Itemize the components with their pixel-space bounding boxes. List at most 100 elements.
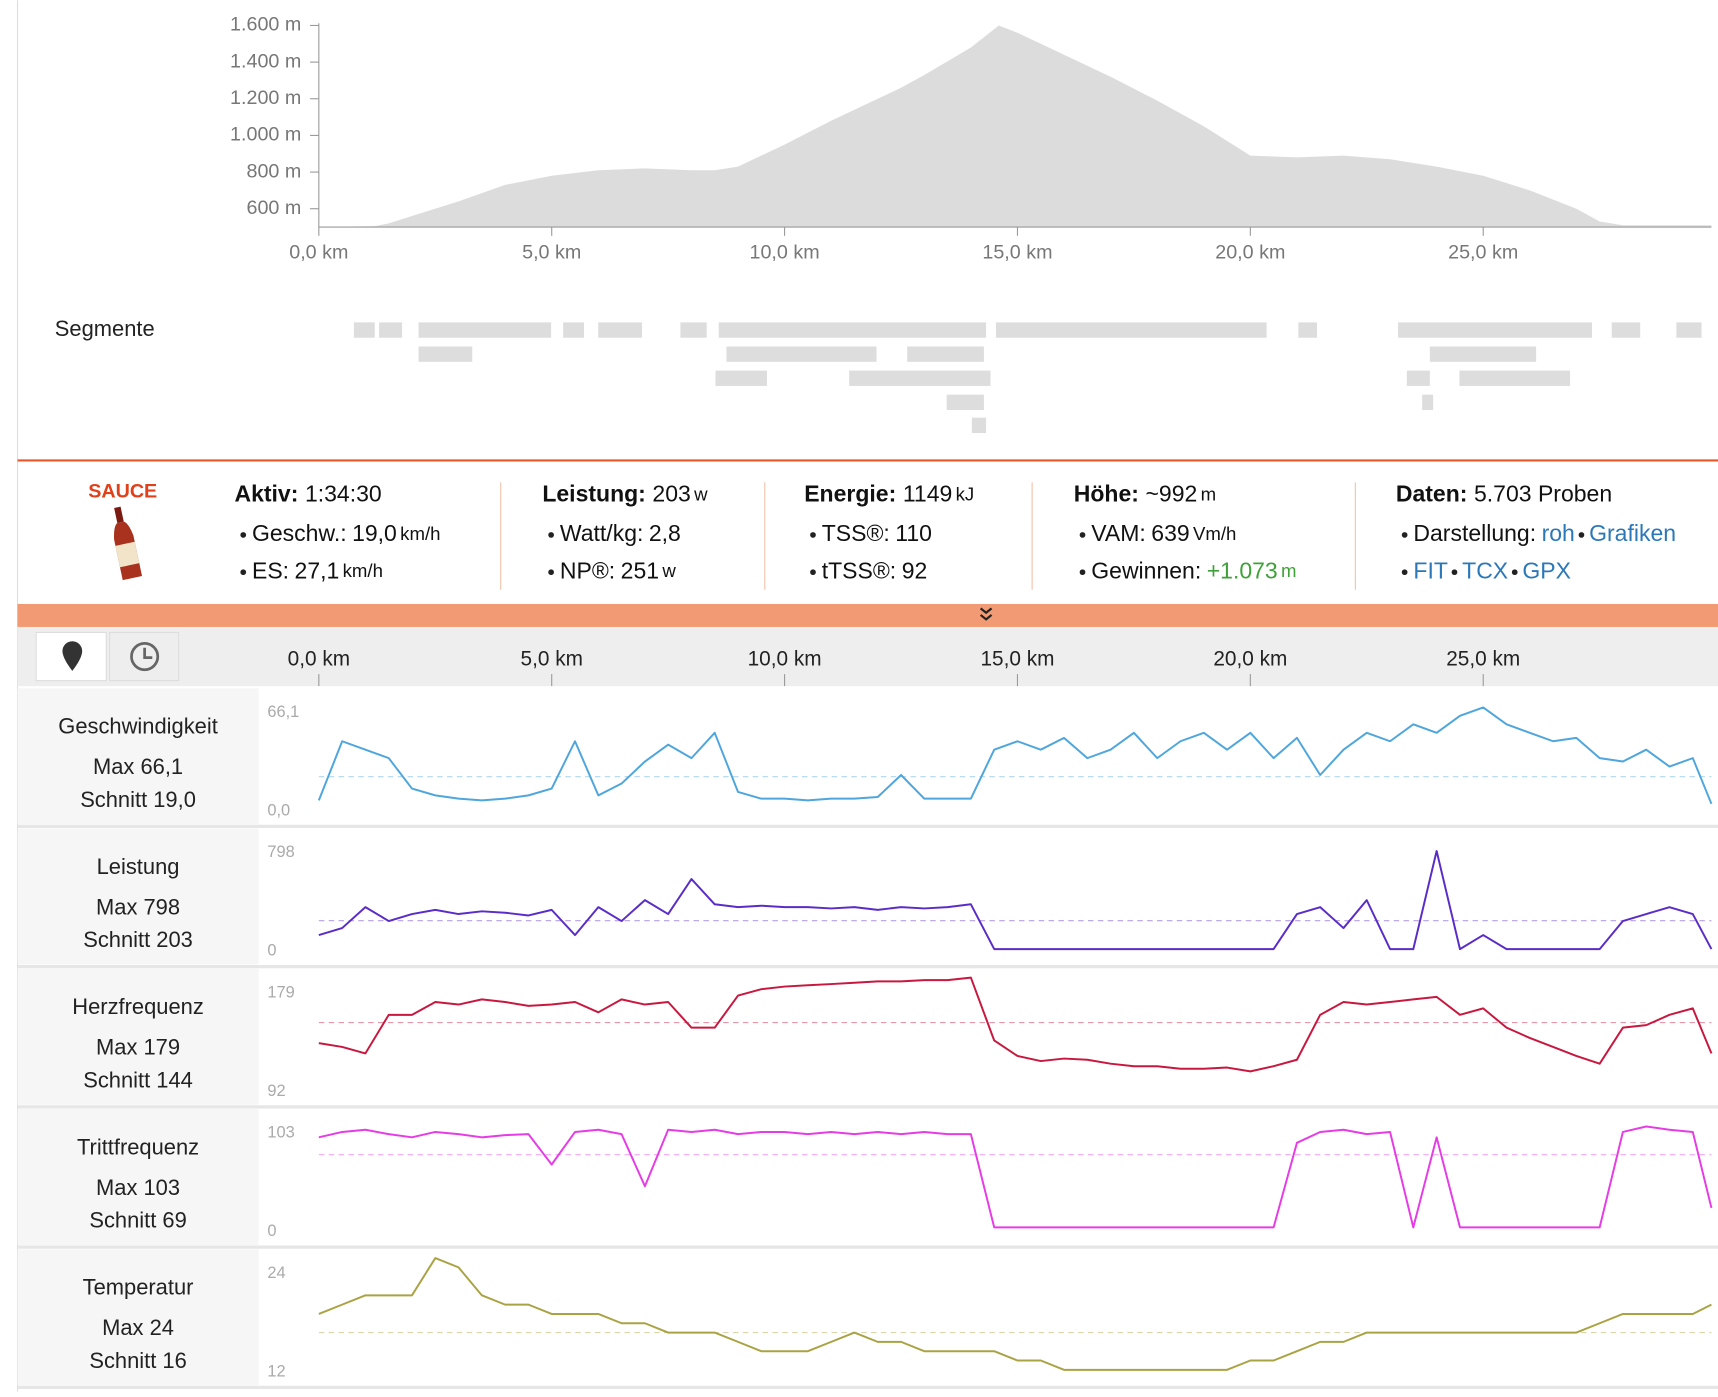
- stat-row-unit: Vm/h: [1193, 523, 1236, 544]
- stat-link: Grafiken: [1589, 520, 1676, 546]
- x-tick-label: 15,0 km: [980, 647, 1054, 670]
- series-line: [317, 706, 1713, 805]
- stat-row-unit: km/h: [400, 523, 440, 544]
- segment: [1298, 322, 1317, 338]
- pin-icon: [62, 641, 83, 671]
- x-tick-label: 0,0 km: [289, 242, 348, 264]
- stat-value: 1149: [903, 481, 952, 507]
- x-tick-label: 10,0 km: [748, 647, 822, 670]
- stat-row-label: ES:: [252, 557, 289, 583]
- panel-avg: Schnitt 203: [83, 927, 193, 952]
- segment: [849, 370, 991, 386]
- x-tick-label: 15,0 km: [982, 242, 1052, 264]
- y-tick-label: 0,0: [267, 801, 290, 819]
- segment: [907, 346, 984, 362]
- y-tick-label: 103: [267, 1124, 294, 1142]
- x-tick-label: 0,0 km: [288, 647, 350, 670]
- series-line: [318, 976, 1713, 1073]
- stat-link: TCX: [1462, 557, 1508, 583]
- segment: [971, 417, 987, 434]
- panel-max: Max 798: [96, 894, 180, 919]
- panel-max: Max 66,1: [93, 754, 183, 779]
- time-button[interactable]: [109, 631, 180, 682]
- panel-title: Herzfrequenz: [72, 994, 204, 1019]
- segment: [598, 322, 643, 338]
- segment: [1676, 322, 1702, 338]
- y-tick-label: 1.200 m: [230, 87, 301, 109]
- stat-value: ~992: [1145, 481, 1197, 507]
- stat-row-value: 110: [895, 520, 932, 546]
- y-tick-label: 92: [267, 1082, 285, 1100]
- y-tick-label: 798: [267, 843, 294, 861]
- stat-row-value: 27,1: [295, 557, 340, 583]
- panel-label-bg: [17, 688, 259, 825]
- bullet: [1511, 569, 1518, 576]
- stat-label: Höhe:: [1074, 481, 1139, 507]
- segment: [718, 322, 987, 338]
- stat-value: 203: [652, 481, 690, 507]
- stat-row-label: Geschw.:: [252, 520, 347, 546]
- panel-max: Max 179: [96, 1035, 180, 1060]
- stat-label: Aktiv:: [234, 481, 298, 507]
- y-tick-label: 1.400 m: [230, 50, 301, 72]
- stat-row-label: VAM:: [1091, 520, 1146, 546]
- bullet: [1578, 532, 1585, 538]
- stat-link: roh: [1542, 520, 1575, 546]
- bullet: [1401, 532, 1408, 538]
- panel-title: Temperatur: [83, 1275, 194, 1300]
- panel-avg: Schnitt 144: [83, 1067, 193, 1092]
- stat-unit: kJ: [956, 483, 975, 504]
- segment: [1406, 370, 1430, 386]
- segment: [418, 346, 473, 362]
- y-tick-label: 66,1: [267, 703, 299, 721]
- bullet: [810, 532, 816, 538]
- segment: [1429, 346, 1537, 362]
- stat-unit: m: [1201, 483, 1217, 504]
- y-tick-label: 600 m: [246, 197, 301, 219]
- stat-link: GPX: [1522, 557, 1571, 583]
- stat-row-label: NP®:: [560, 557, 615, 583]
- series-line: [318, 1125, 1713, 1229]
- y-tick-label: 800 m: [246, 160, 301, 182]
- y-tick-label: 0: [267, 942, 276, 960]
- stat-row-value: 639: [1151, 520, 1189, 546]
- segment: [1398, 322, 1592, 338]
- y-tick-label: 12: [267, 1362, 285, 1380]
- y-tick-label: 1.000 m: [230, 124, 301, 146]
- x-tick-label: 10,0 km: [750, 242, 820, 264]
- stat-label: Leistung:: [542, 481, 646, 507]
- x-tick-label: 5,0 km: [522, 242, 581, 264]
- panel-label-bg: [17, 828, 259, 965]
- segment: [726, 346, 877, 362]
- segment: [353, 322, 375, 338]
- bullet: [240, 569, 247, 576]
- x-tick-label: 25,0 km: [1446, 647, 1520, 670]
- y-tick-label: 1.600 m: [230, 14, 301, 36]
- y-tick-label: 179: [267, 983, 294, 1001]
- stat-value: 1:34:30: [305, 481, 382, 507]
- bullet: [240, 532, 247, 538]
- panel-title: Geschwindigkeit: [58, 714, 218, 739]
- stat-row-label: tTSS®:: [822, 557, 896, 583]
- logo-bottle: [113, 506, 143, 581]
- panel-max: Max 24: [102, 1315, 174, 1340]
- segment: [680, 322, 707, 338]
- stat-row-label: Gewinnen:: [1091, 557, 1201, 583]
- bullet: [548, 532, 554, 538]
- panel-avg: Schnitt 69: [89, 1208, 186, 1233]
- stat-unit: w: [693, 483, 708, 504]
- segment: [1459, 370, 1571, 386]
- panel-title: Leistung: [97, 854, 180, 879]
- panel-label-bg: [17, 1249, 259, 1386]
- stat-label: Energie:: [804, 481, 896, 507]
- panel-avg: Schnitt 16: [89, 1348, 186, 1373]
- x-tick-label: 5,0 km: [521, 647, 583, 670]
- bullet: [810, 569, 816, 576]
- stat-row-value: +1.073: [1207, 557, 1278, 583]
- stat-row-unit: m: [1281, 560, 1297, 581]
- collapse-bar[interactable]: [17, 603, 1718, 627]
- segment: [995, 322, 1267, 338]
- series-line: [318, 1257, 1712, 1371]
- segment: [946, 394, 984, 411]
